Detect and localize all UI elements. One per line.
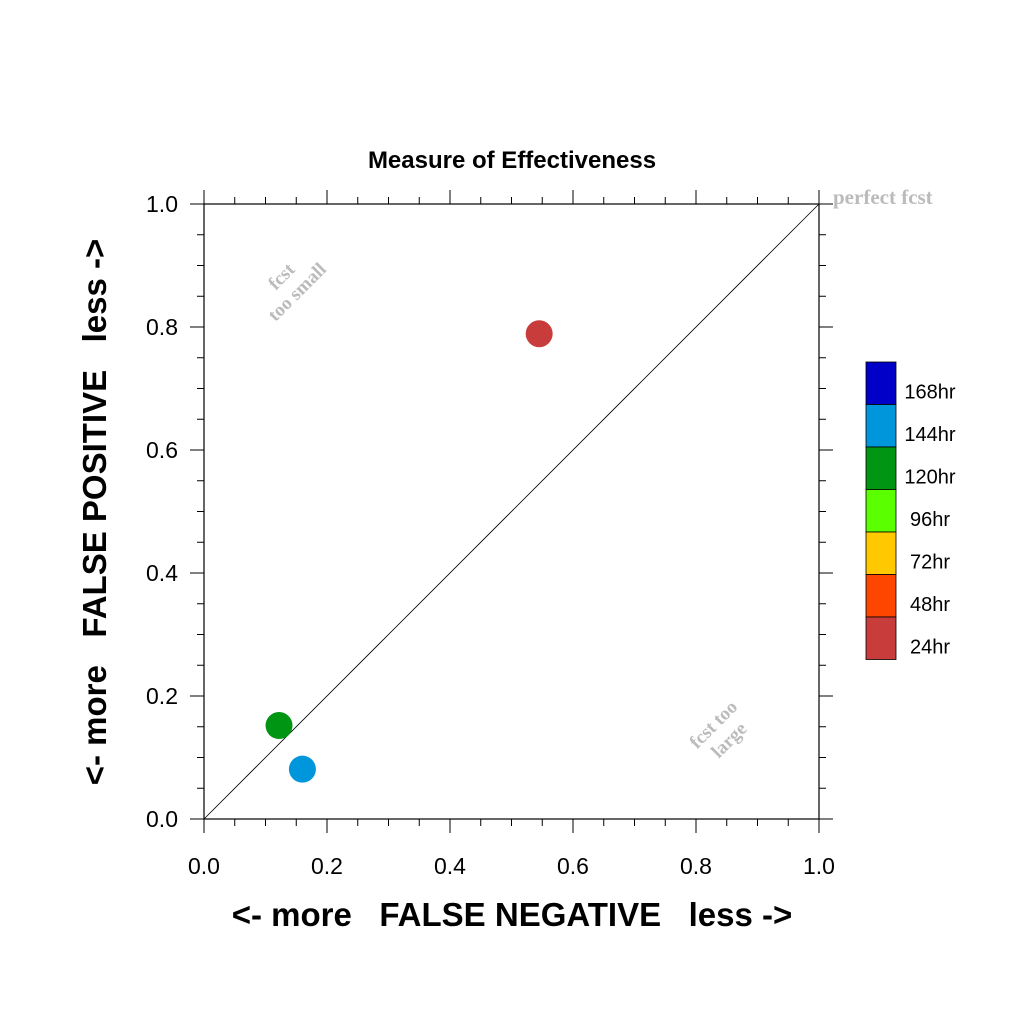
legend-label-144hr: 144hr <box>904 424 955 446</box>
y-tick-label: 0.8 <box>146 314 178 340</box>
diagonal-line <box>203 203 820 820</box>
point-120hr <box>265 712 293 740</box>
axes: 0.0 0.2 0.4 0.6 0.8 1.0 0.0 0.2 0.4 0.6 0.8 1.0 <box>146 190 835 879</box>
legend-label-24hr: 24hr <box>910 637 950 659</box>
y-tick-label: 0.2 <box>146 683 178 709</box>
annotations: perfect fcst fcst too small fcst too lar… <box>264 185 933 762</box>
chart-title: Measure of Effectiveness <box>368 147 656 174</box>
points <box>265 320 553 783</box>
x-tick-label: 0.8 <box>680 853 712 879</box>
legend-swatch-72hr <box>865 531 897 575</box>
legend-swatch-120hr <box>865 446 897 490</box>
x-axis-label: <- more FALSE NEGATIVE less -> <box>232 896 793 933</box>
point-144hr <box>288 755 316 783</box>
legend-label-48hr: 48hr <box>910 594 950 616</box>
legend-swatch-24hr <box>865 616 897 660</box>
legend-label-72hr: 72hr <box>910 552 950 574</box>
y-tick-label: 0.4 <box>146 560 178 586</box>
legend-swatch-48hr <box>865 574 897 618</box>
y-axis-label: <- more FALSE POSITIVE less -> <box>76 239 113 786</box>
y-tick-label: 1.0 <box>146 191 178 217</box>
legend-swatch-168hr <box>865 361 897 405</box>
point-24hr <box>525 320 553 348</box>
legend: 168hr 144hr 120hr 96hr 72hr 48hr 24hr <box>865 361 956 660</box>
legend-label-168hr: 168hr <box>904 382 955 404</box>
x-tick-label: 0.6 <box>557 853 589 879</box>
perfect-forecast-label: perfect fcst <box>833 185 933 209</box>
y-tick-label: 0.6 <box>146 437 178 463</box>
legend-label-120hr: 120hr <box>904 467 955 489</box>
legend-swatch-96hr <box>865 489 897 533</box>
legend-label-96hr: 96hr <box>910 509 950 531</box>
x-tick-label: 0.4 <box>434 853 466 879</box>
y-tick-label: 0.0 <box>146 806 178 832</box>
x-tick-label: 0.0 <box>188 853 220 879</box>
x-tick-label: 1.0 <box>803 853 835 879</box>
legend-swatch-144hr <box>865 404 897 448</box>
x-tick-label: 0.2 <box>311 853 343 879</box>
